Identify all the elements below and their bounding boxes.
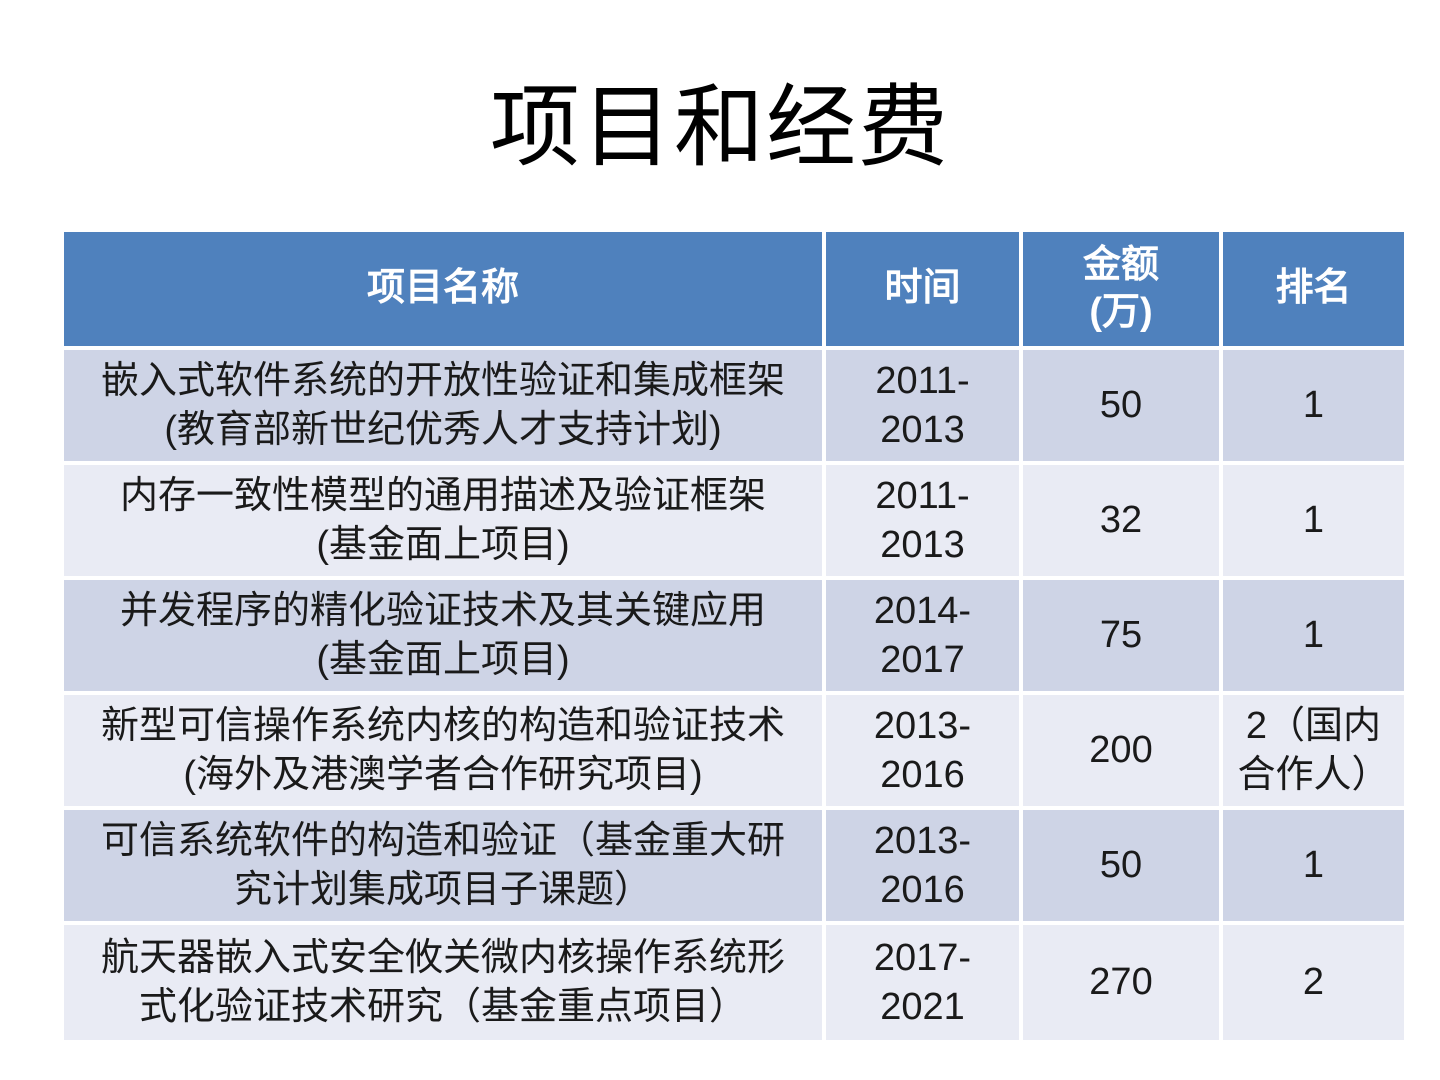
col-header-rank: 排名	[1223, 232, 1404, 350]
rank-cell: 1	[1223, 580, 1404, 695]
time-cell: 2011- 2013	[826, 465, 1023, 580]
amount-cell: 75	[1023, 580, 1223, 695]
time-cell: 2013- 2016	[826, 810, 1023, 925]
col-header-project-name: 项目名称	[64, 232, 826, 350]
rank-cell: 1	[1223, 810, 1404, 925]
rank-cell: 2	[1223, 925, 1404, 1040]
table-row: 新型可信操作系统内核的构造和验证技术 (海外及港澳学者合作研究项目) 2013-…	[64, 695, 1404, 810]
time-cell: 2011- 2013	[826, 350, 1023, 465]
table-row: 嵌入式软件系统的开放性验证和集成框架 (教育部新世纪优秀人才支持计划) 2011…	[64, 350, 1404, 465]
time-cell: 2017- 2021	[826, 925, 1023, 1040]
table-row: 并发程序的精化验证技术及其关键应用 (基金面上项目) 2014- 2017 75…	[64, 580, 1404, 695]
col-header-time: 时间	[826, 232, 1023, 350]
amount-cell: 50	[1023, 350, 1223, 465]
amount-cell: 32	[1023, 465, 1223, 580]
table-row: 航天器嵌入式安全攸关微内核操作系统形 式化验证技术研究（基金重点项目） 2017…	[64, 925, 1404, 1040]
project-name-cell: 新型可信操作系统内核的构造和验证技术 (海外及港澳学者合作研究项目)	[64, 695, 826, 810]
project-name-cell: 并发程序的精化验证技术及其关键应用 (基金面上项目)	[64, 580, 826, 695]
time-cell: 2014- 2017	[826, 580, 1023, 695]
rank-cell: 2（国内 合作人）	[1223, 695, 1404, 810]
table-row: 内存一致性模型的通用描述及验证框架 (基金面上项目) 2011- 2013 32…	[64, 465, 1404, 580]
amount-cell: 50	[1023, 810, 1223, 925]
project-name-cell: 内存一致性模型的通用描述及验证框架 (基金面上项目)	[64, 465, 826, 580]
project-name-cell: 可信系统软件的构造和验证（基金重大研 究计划集成项目子课题）	[64, 810, 826, 925]
page-title: 项目和经费	[490, 78, 950, 178]
project-name-cell: 航天器嵌入式安全攸关微内核操作系统形 式化验证技术研究（基金重点项目）	[64, 925, 826, 1040]
col-header-amount: 金额 (万)	[1023, 232, 1223, 350]
rank-cell: 1	[1223, 465, 1404, 580]
header-row: 项目名称 时间 金额 (万) 排名	[64, 232, 1404, 350]
table-row: 可信系统软件的构造和验证（基金重大研 究计划集成项目子课题） 2013- 201…	[64, 810, 1404, 925]
project-name-cell: 嵌入式软件系统的开放性验证和集成框架 (教育部新世纪优秀人才支持计划)	[64, 350, 826, 465]
time-cell: 2013- 2016	[826, 695, 1023, 810]
projects-table: 项目名称 时间 金额 (万) 排名 嵌入式软件系统的开放性验证和集成框架 (教育…	[64, 232, 1404, 1040]
rank-cell: 1	[1223, 350, 1404, 465]
amount-cell: 270	[1023, 925, 1223, 1040]
amount-cell: 200	[1023, 695, 1223, 810]
